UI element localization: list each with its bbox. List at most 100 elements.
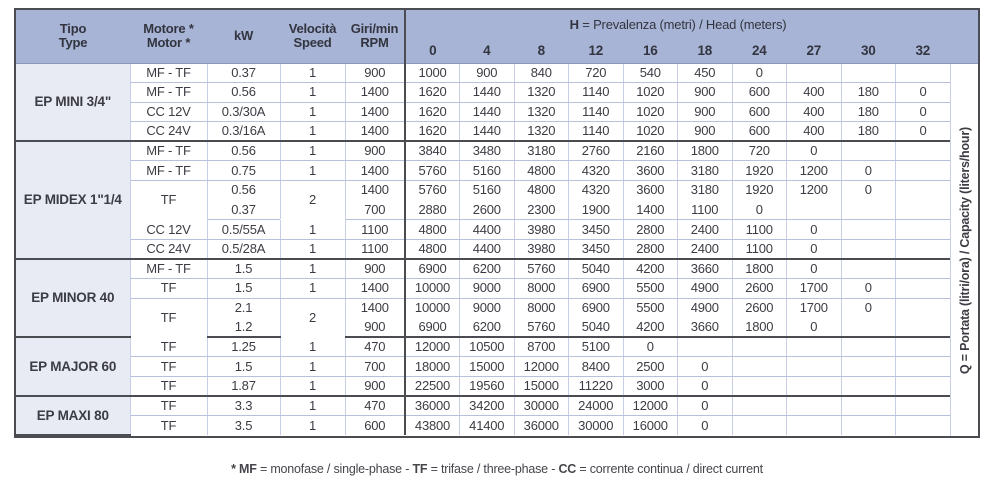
head-label-rest: = Prevalenza (metri) / Head (meters) (578, 16, 787, 32)
speed-cell: 1 (280, 63, 346, 84)
capacity-cell: 540 (623, 63, 678, 84)
capacity-cell (841, 258, 896, 280)
capacity-cell: 36000 (405, 396, 460, 417)
capacity-cell: 3980 (514, 219, 569, 240)
rpm-cell: 1400 (345, 102, 406, 123)
capacity-cell: 3480 (459, 141, 515, 162)
kw-cell: 0.37 (207, 200, 281, 221)
capacity-cell: 19560 (459, 376, 515, 398)
head-value: 27 (786, 39, 841, 64)
capacity-cell (732, 337, 787, 358)
footnote-cc-abbr: CC (558, 462, 577, 476)
kw-cell: 3.5 (207, 415, 281, 436)
capacity-cell: 30000 (568, 415, 624, 436)
capacity-cell (895, 337, 951, 358)
capacity-cell: 2300 (514, 200, 569, 221)
table-row: CC 24V 0.3/16A 1 1400 1620 1440 1320 1140 1020 90… (16, 121, 951, 143)
capacity-cell (841, 396, 896, 417)
capacity-cell: 1320 (514, 82, 569, 103)
capacity-cell (732, 376, 787, 398)
motor-cell: CC 12V (130, 102, 208, 123)
rpm-cell: 700 (345, 356, 406, 377)
capacity-cell: 10500 (459, 337, 515, 358)
capacity-cell: 1100 (732, 239, 787, 260)
capacity-cell (895, 278, 951, 299)
capacity-cell: 1100 (732, 219, 787, 240)
footnote-mf-abbr: * MF (231, 462, 257, 476)
capacity-cell: 4200 (623, 258, 678, 280)
capacity-cell (786, 396, 842, 417)
speed-cell: 1 (280, 239, 346, 260)
capacity-cell: 2600 (459, 200, 515, 221)
capacity-cell: 6200 (459, 317, 515, 339)
kw-cell: 0.3/30A (207, 102, 281, 123)
capacity-cell: 1020 (623, 102, 678, 123)
capacity-cell: 1140 (568, 82, 624, 103)
header-speed-line1: Velocità (288, 21, 337, 37)
capacity-cell: 900 (677, 121, 733, 143)
footnote: * MF = monofase / single-phase - TF = tr… (0, 462, 994, 476)
rpm-cell: 1100 (345, 239, 406, 260)
capacity-cell: 8700 (514, 337, 569, 358)
capacity-cell: 0 (677, 415, 733, 436)
speed-cell: 1 (280, 82, 346, 103)
rpm-cell: 700 (345, 200, 406, 221)
model-name: EP MAJOR 60 (16, 337, 131, 398)
table-row: TF 3.5 1 600 43800 41400 36000 30000 16000 0 (16, 415, 951, 436)
table-row: CC 24V 0.5/28A 1 1100 4800 4400 3980 3450 2800 24… (16, 239, 951, 260)
capacity-cell (895, 239, 951, 260)
capacity-cell (895, 356, 951, 377)
capacity-cell: 12000 (405, 337, 460, 358)
capacity-cell: 9000 (459, 278, 515, 299)
rpm-cell: 1400 (345, 121, 406, 143)
col-header-speed: Velocità Speed (280, 10, 345, 64)
capacity-cell: 2800 (623, 239, 678, 260)
motor-cell: TF (130, 298, 208, 338)
footnote-cc-text: = corrente continua / direct current (576, 462, 763, 476)
head-value: 4 (459, 39, 514, 64)
capacity-cell (895, 219, 951, 240)
capacity-cell: 1320 (514, 102, 569, 123)
rpm-cell: 1400 (345, 180, 406, 201)
capacity-cell (786, 356, 842, 377)
kw-cell: 0.3/16A (207, 121, 281, 143)
capacity-cell: 15000 (459, 356, 515, 377)
speed-cell: 2 (280, 298, 346, 338)
capacity-cell: 1400 (623, 200, 678, 221)
capacity-cell: 3980 (514, 239, 569, 260)
capacity-cell: 0 (895, 102, 951, 123)
table-row: EP MAJOR 60 TF 1.25 1 470 12000 10500 8700 5100 0 (16, 337, 951, 398)
rpm-cell: 900 (345, 141, 406, 162)
capacity-cell: 2600 (732, 278, 787, 299)
capacity-cell: 6900 (405, 317, 460, 339)
capacity-cell: 1620 (405, 121, 460, 143)
capacity-cell (841, 337, 896, 358)
capacity-cell: 900 (459, 63, 515, 84)
capacity-cell: 4800 (405, 239, 460, 260)
capacity-axis-header-fill (950, 10, 978, 64)
capacity-cell: 1100 (677, 200, 733, 221)
capacity-cell: 1700 (786, 298, 842, 318)
capacity-cell: 8000 (514, 278, 569, 299)
capacity-cell: 2600 (732, 298, 787, 318)
capacity-cell: 4900 (677, 298, 733, 318)
table-row: EP MAXI 80 TF 3.3 1 470 36000 34200 30000 24000 1… (16, 396, 951, 437)
head-value: 30 (841, 39, 896, 64)
header-rpm-line2: RPM (360, 35, 389, 51)
model-name: EP MINOR 40 (16, 258, 131, 339)
table-body: EP MINI 3/4" MF - TF 0.37 1 900 1000 900 840 720… (16, 63, 951, 437)
capacity-cell: 2880 (405, 200, 460, 221)
kw-cell: 1.25 (207, 337, 281, 358)
speed-cell: 1 (280, 278, 346, 299)
capacity-cell: 12000 (623, 396, 678, 417)
capacity-cell: 0 (786, 258, 842, 280)
capacity-cell: 0 (732, 200, 787, 221)
table-row: EP MINI 3/4" MF - TF 0.37 1 900 1000 900 840 720… (16, 63, 951, 143)
speed-cell: 1 (280, 376, 346, 398)
capacity-cell (895, 376, 951, 398)
capacity-cell (786, 337, 842, 358)
col-header-tipo: Tipo Type (16, 10, 130, 64)
capacity-cell: 0 (841, 278, 896, 299)
motor-cell: TF (130, 376, 208, 398)
footnote-tf-text: = trifase / three-phase - (427, 462, 559, 476)
